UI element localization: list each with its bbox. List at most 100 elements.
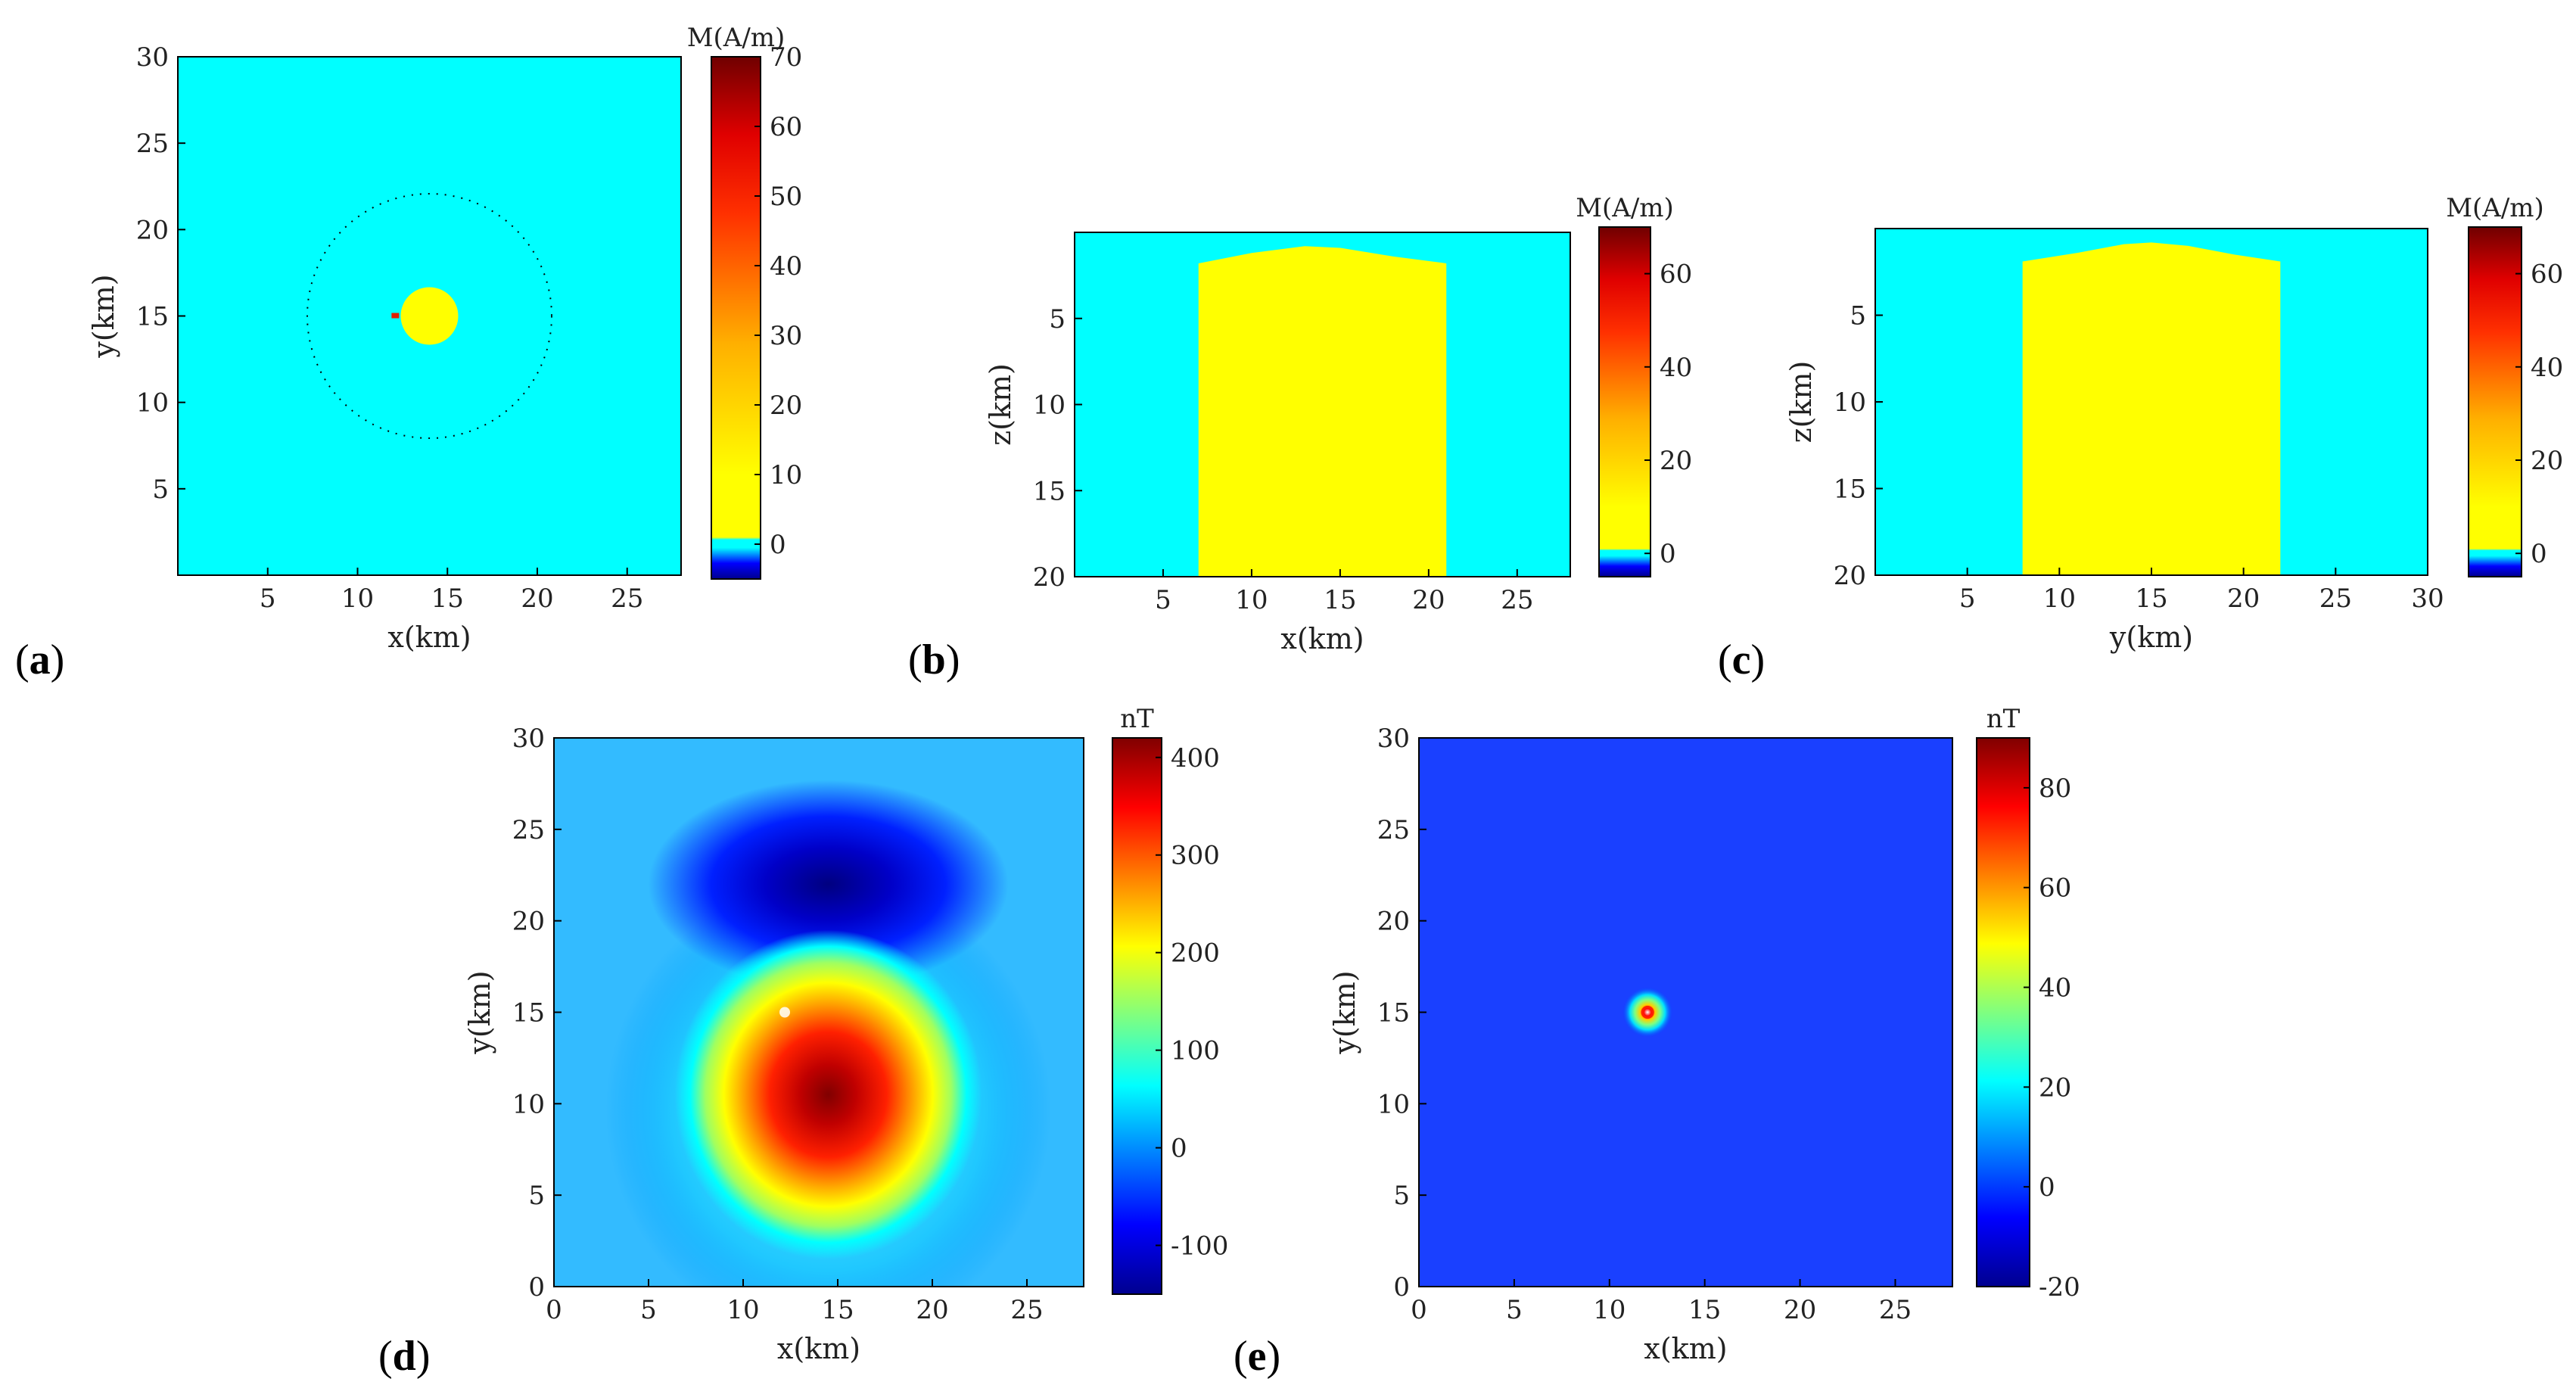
panel-d-positive-lobe xyxy=(674,929,982,1259)
panel-b-x-tick-label: 5 xyxy=(1155,585,1171,615)
panel-c-x-tick-label: 20 xyxy=(2227,584,2260,614)
panel-a-y-tick-label: 10 xyxy=(136,388,169,419)
panel-a-colorbar-tick-label: 50 xyxy=(770,182,802,212)
panel-e-colorbar-label: nT xyxy=(1986,704,2021,734)
panel-a-x-tick-label: 20 xyxy=(521,584,553,614)
panel-c-x-label: y(km) xyxy=(2109,621,2193,654)
panel-d-y-tick-label: 0 xyxy=(528,1272,545,1303)
panel-b-x-ticks: 5 10 15 20 25 xyxy=(1155,569,1533,615)
panel-e-colorbar-tick-label: -20 xyxy=(2039,1272,2080,1303)
panel-e-x-tick-label: 5 xyxy=(1506,1295,1523,1325)
panel-c-colorbar-ticks: 0 20 40 60 xyxy=(2515,260,2563,569)
panel-a-y-tick-label: 30 xyxy=(136,42,169,73)
panel-d-x-tick-label: 20 xyxy=(916,1295,948,1325)
panel-d-colorbar-ticks: -100 0 100 200 300 400 xyxy=(1156,743,1228,1262)
panel-b-colorbar-ticks: 0 20 40 60 xyxy=(1644,260,1692,569)
panel-a-colorbar-tick-label: 10 xyxy=(770,460,802,490)
panel-e-y-tick-label: 5 xyxy=(1393,1181,1410,1211)
panel-d-x-tick-label: 0 xyxy=(546,1295,562,1325)
panel-c-y-label: z(km) xyxy=(1784,361,1818,444)
panel-d-y-tick-label: 30 xyxy=(512,724,545,754)
panel-a-colorbar-tick-label: 20 xyxy=(770,391,802,421)
panel-e-x-tick-label: 15 xyxy=(1688,1295,1721,1325)
panel-d-marker xyxy=(779,1007,790,1018)
panel-d-colorbar-tick-label: 400 xyxy=(1171,743,1220,773)
panel-c-y-tick-label: 10 xyxy=(1834,387,1866,418)
panel-c-y-tick-label: 15 xyxy=(1834,475,1866,505)
panel-d-y-tick-label: 5 xyxy=(528,1181,545,1211)
panel-b-x-tick-label: 10 xyxy=(1235,585,1268,615)
panel-a-dotted-outline xyxy=(306,193,552,439)
panel-a-x-label: x(km) xyxy=(387,621,471,654)
panel-d-x-tick-label: 15 xyxy=(821,1295,854,1325)
panel-a-x-tick-label: 25 xyxy=(611,584,643,614)
panel-b-x-label: x(km) xyxy=(1280,622,1364,655)
panel-e-colorbar-tick-label: 20 xyxy=(2039,1072,2071,1103)
panel-b-y-tick-label: 20 xyxy=(1033,562,1066,593)
panel-d-y-label: y(km) xyxy=(463,970,496,1054)
panel-e-colorbar-tick-label: 80 xyxy=(2039,773,2071,804)
panel-d-y-ticks: 0 5 10 15 20 25 30 xyxy=(512,724,562,1303)
panel-e-colorbar-tick-label: 60 xyxy=(2039,873,2071,904)
panel-e-y-tick-label: 25 xyxy=(1377,815,1410,845)
panel-e-residual-anomaly: 0 5 10 15 20 25 0 5 10 15 20 25 30 x(km) y(km) -20 0… xyxy=(1234,704,2080,1380)
panel-e-anomaly-ring xyxy=(1641,1006,1654,1019)
panel-b-colorbar xyxy=(1598,226,1651,577)
panel-b-colorbar-tick-label: 0 xyxy=(1660,539,1676,569)
panel-d-x-tick-label: 10 xyxy=(726,1295,759,1325)
panel-d-y-tick-label: 10 xyxy=(512,1089,545,1119)
panel-e-y-tick-label: 0 xyxy=(1393,1272,1410,1303)
panel-d-x-tick-label: 25 xyxy=(1010,1295,1043,1325)
panel-b-y-label: z(km) xyxy=(984,363,1017,446)
panel-d-x-tick-label: 5 xyxy=(640,1295,657,1325)
panel-e-colorbar xyxy=(1976,737,2030,1287)
panel-d-colorbar-tick-label: 300 xyxy=(1171,841,1220,871)
panel-a-x-ticks: 5 10 15 20 25 xyxy=(260,568,643,614)
panel-e-y-tick-label: 15 xyxy=(1377,998,1410,1029)
panel-a-colorbar-tick-label: 70 xyxy=(770,42,802,73)
panel-e-anomaly-spot xyxy=(1622,987,1673,1038)
panel-b-colorbar-tick-label: 60 xyxy=(1660,260,1692,290)
panel-d-label: (d) xyxy=(378,1333,430,1380)
panel-b-x-tick-label: 20 xyxy=(1412,585,1445,615)
panel-e-x-tick-label: 10 xyxy=(1593,1295,1626,1325)
panel-c-x-ticks: 5 10 15 20 25 30 xyxy=(1959,568,2444,614)
panel-a-y-tick-label: 25 xyxy=(136,129,169,159)
panel-c-source-body xyxy=(2022,242,2281,575)
panel-a-y-tick-label: 20 xyxy=(136,215,169,245)
panel-e-background xyxy=(1419,738,1952,1287)
panel-e-y-ticks: 0 5 10 15 20 25 30 xyxy=(1377,724,1426,1303)
panel-c-x-tick-label: 25 xyxy=(2319,584,2352,614)
panel-c-colorbar xyxy=(2468,226,2522,577)
panel-c-colorbar-tick-label: 0 xyxy=(2531,539,2547,569)
panel-e-colorbar-tick-label: 0 xyxy=(2039,1172,2055,1203)
panel-d-colorbar-tick-label: 100 xyxy=(1171,1036,1220,1066)
panel-b-y-tick-label: 10 xyxy=(1033,391,1066,421)
panel-a-source-body xyxy=(400,287,459,345)
panel-e-x-label: x(km) xyxy=(1644,1332,1727,1365)
panel-a-y-tick-label: 5 xyxy=(152,475,169,505)
panel-b-colorbar-tick-label: 40 xyxy=(1660,353,1692,383)
panel-c-x-tick-label: 15 xyxy=(2135,584,2167,614)
panel-a-colorbar-tick-label: 40 xyxy=(770,251,802,282)
panel-d-negative-lobe xyxy=(648,780,1009,989)
panel-c-colorbar-label: M(A/m) xyxy=(2446,193,2544,223)
panel-b-magnetization-section-xz: 5 10 15 20 25 5 10 15 20 x(km) z(km) 0 20 40 60 M(… xyxy=(908,193,1692,683)
panel-d-y-tick-label: 25 xyxy=(512,815,545,845)
panel-b-colorbar-tick-label: 20 xyxy=(1660,446,1692,476)
panel-e-colorbar-tick-label: 40 xyxy=(2039,973,2071,1004)
panel-a-y-label: y(km) xyxy=(87,274,120,358)
panel-c-colorbar-tick-label: 20 xyxy=(2531,446,2563,476)
panel-e-y-tick-label: 30 xyxy=(1377,724,1410,754)
panel-b-y-ticks: 5 10 15 20 xyxy=(1033,304,1082,593)
panel-c-colorbar-tick-label: 60 xyxy=(2531,260,2563,290)
panel-c-y-tick-label: 5 xyxy=(1850,301,1866,331)
panel-e-colorbar-ticks: -20 0 20 40 60 80 xyxy=(2024,773,2080,1303)
panel-b-label: (b) xyxy=(908,636,960,683)
panel-e-x-tick-label: 0 xyxy=(1411,1295,1427,1325)
panel-e-x-ticks: 0 5 10 15 20 25 xyxy=(1411,1279,1912,1325)
panel-a-x-tick-label: 10 xyxy=(341,584,374,614)
panel-d-colorbar-tick-label: -100 xyxy=(1171,1231,1228,1262)
